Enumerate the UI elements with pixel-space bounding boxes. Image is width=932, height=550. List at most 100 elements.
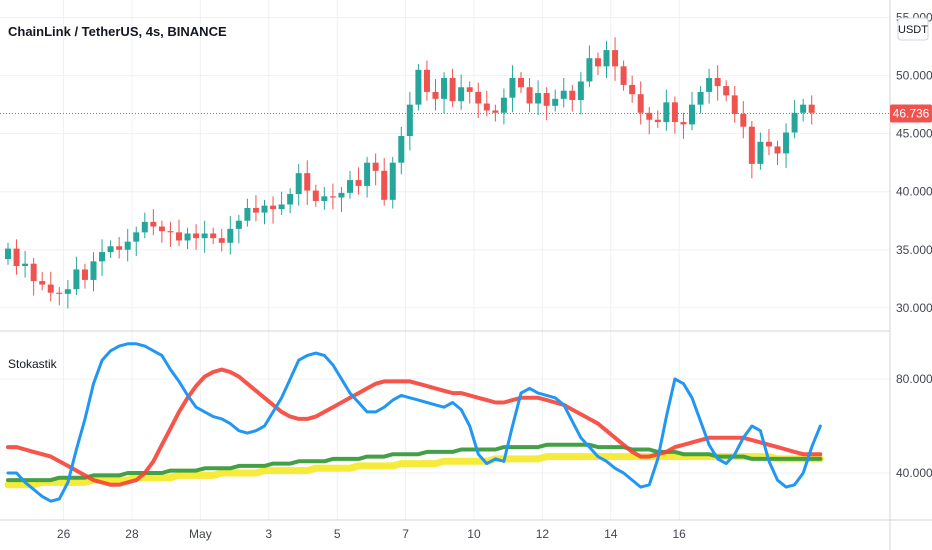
candle-body (133, 232, 140, 242)
candle-body (663, 102, 670, 123)
candle-body (586, 58, 593, 82)
candle-body (210, 233, 217, 239)
candle-body (321, 196, 328, 201)
candle-body (646, 112, 653, 120)
candle-body (415, 69, 422, 105)
time-axis-labels: 26 28 May 3 5 7 10 12 14 16 (57, 527, 686, 541)
candle-body (261, 205, 268, 213)
candle-body (637, 94, 644, 113)
candle-body (398, 136, 405, 163)
candle-body (81, 269, 88, 280)
candle-body (141, 221, 148, 233)
candle-body (30, 263, 37, 282)
candle-body (671, 102, 678, 123)
price-tick-label: 45.000 (896, 127, 932, 141)
candle-body (697, 91, 704, 105)
candle-body (381, 170, 388, 200)
candle-body (244, 207, 251, 221)
time-tick-label: 28 (125, 527, 139, 541)
time-tick-label: 16 (672, 527, 686, 541)
time-tick-label: 12 (536, 527, 550, 541)
candle-body (201, 233, 208, 239)
candle-body (748, 126, 755, 164)
candle-body (654, 119, 661, 123)
last-price-tag: 46.736 (890, 104, 932, 123)
candle-body (338, 192, 345, 198)
candle-body (492, 110, 499, 113)
candle-body (22, 263, 29, 266)
indicator-axis-labels: 40.000 80.000 (896, 372, 932, 480)
candle-body (706, 77, 713, 92)
price-tick-label: 30.000 (896, 301, 932, 315)
time-tick-label: 3 (265, 527, 272, 541)
candle-body (783, 132, 790, 154)
candle-body (629, 84, 636, 95)
candle-body (509, 77, 516, 98)
indicator-title: Stokastik (8, 357, 58, 371)
candle-body (620, 66, 627, 85)
candle-body (680, 122, 687, 125)
stochastic-line-red (6, 367, 823, 487)
time-tick-label: 14 (604, 527, 618, 541)
candle-body (227, 228, 234, 243)
stochastic-lines (4, 342, 824, 503)
candle-body (364, 162, 371, 186)
candle-body (13, 248, 20, 266)
candle-body (347, 180, 353, 193)
candle-body (731, 95, 738, 114)
candle-body (124, 241, 131, 250)
candle-body (355, 180, 362, 186)
candle-body (252, 207, 259, 213)
vertical-grid (63, 0, 680, 520)
candle-body (740, 113, 747, 127)
price-tick-label: 50.000 (896, 69, 932, 83)
last-price-value: 46.736 (893, 107, 930, 121)
price-tick-label: 35.000 (896, 243, 932, 257)
candle-body (270, 205, 277, 210)
candle-body (500, 97, 507, 113)
time-tick-label: 5 (334, 527, 341, 541)
candle-body (5, 248, 11, 260)
candle-body (535, 93, 542, 104)
candle-body (560, 90, 567, 99)
currency-badge-label: USDT (898, 24, 928, 36)
chart-title: ChainLink / TetherUS, 4s, BINANCE (8, 24, 227, 39)
candle-body (791, 112, 798, 133)
candle-body (518, 77, 524, 88)
time-tick-label: 10 (467, 527, 481, 541)
candle-body (569, 90, 576, 101)
price-tick-label: 40.000 (896, 185, 932, 199)
candle-body (432, 91, 439, 99)
candle-body (765, 141, 772, 147)
candle-body (372, 162, 379, 171)
candle-body (475, 91, 482, 104)
candle-body (312, 190, 319, 201)
candle-body (483, 103, 490, 111)
candle-body (714, 77, 721, 87)
indicator-tick-label: 80.000 (896, 372, 932, 386)
candle-body (757, 141, 764, 164)
currency-badge[interactable]: USDT (897, 17, 929, 41)
candle-body (526, 87, 533, 104)
candle-body (107, 246, 114, 253)
candle-body (99, 252, 106, 262)
candle-body (39, 281, 46, 285)
candle-body (64, 289, 71, 294)
candle-body (594, 58, 601, 67)
candle-body (116, 246, 123, 250)
candle-body (329, 196, 336, 198)
candle-body (304, 173, 311, 191)
candle-body (552, 98, 559, 106)
time-tick-label: May (189, 527, 212, 541)
candle-body (466, 87, 473, 92)
candle-body (73, 269, 80, 290)
time-tick-label: 26 (57, 527, 71, 541)
candle-body (47, 284, 54, 293)
candle-body (774, 146, 781, 154)
candle-body (808, 104, 815, 113)
candle-body (449, 77, 456, 102)
candle-body (287, 194, 294, 205)
stochastic-line-blue (6, 342, 822, 503)
candle-body (56, 292, 63, 294)
